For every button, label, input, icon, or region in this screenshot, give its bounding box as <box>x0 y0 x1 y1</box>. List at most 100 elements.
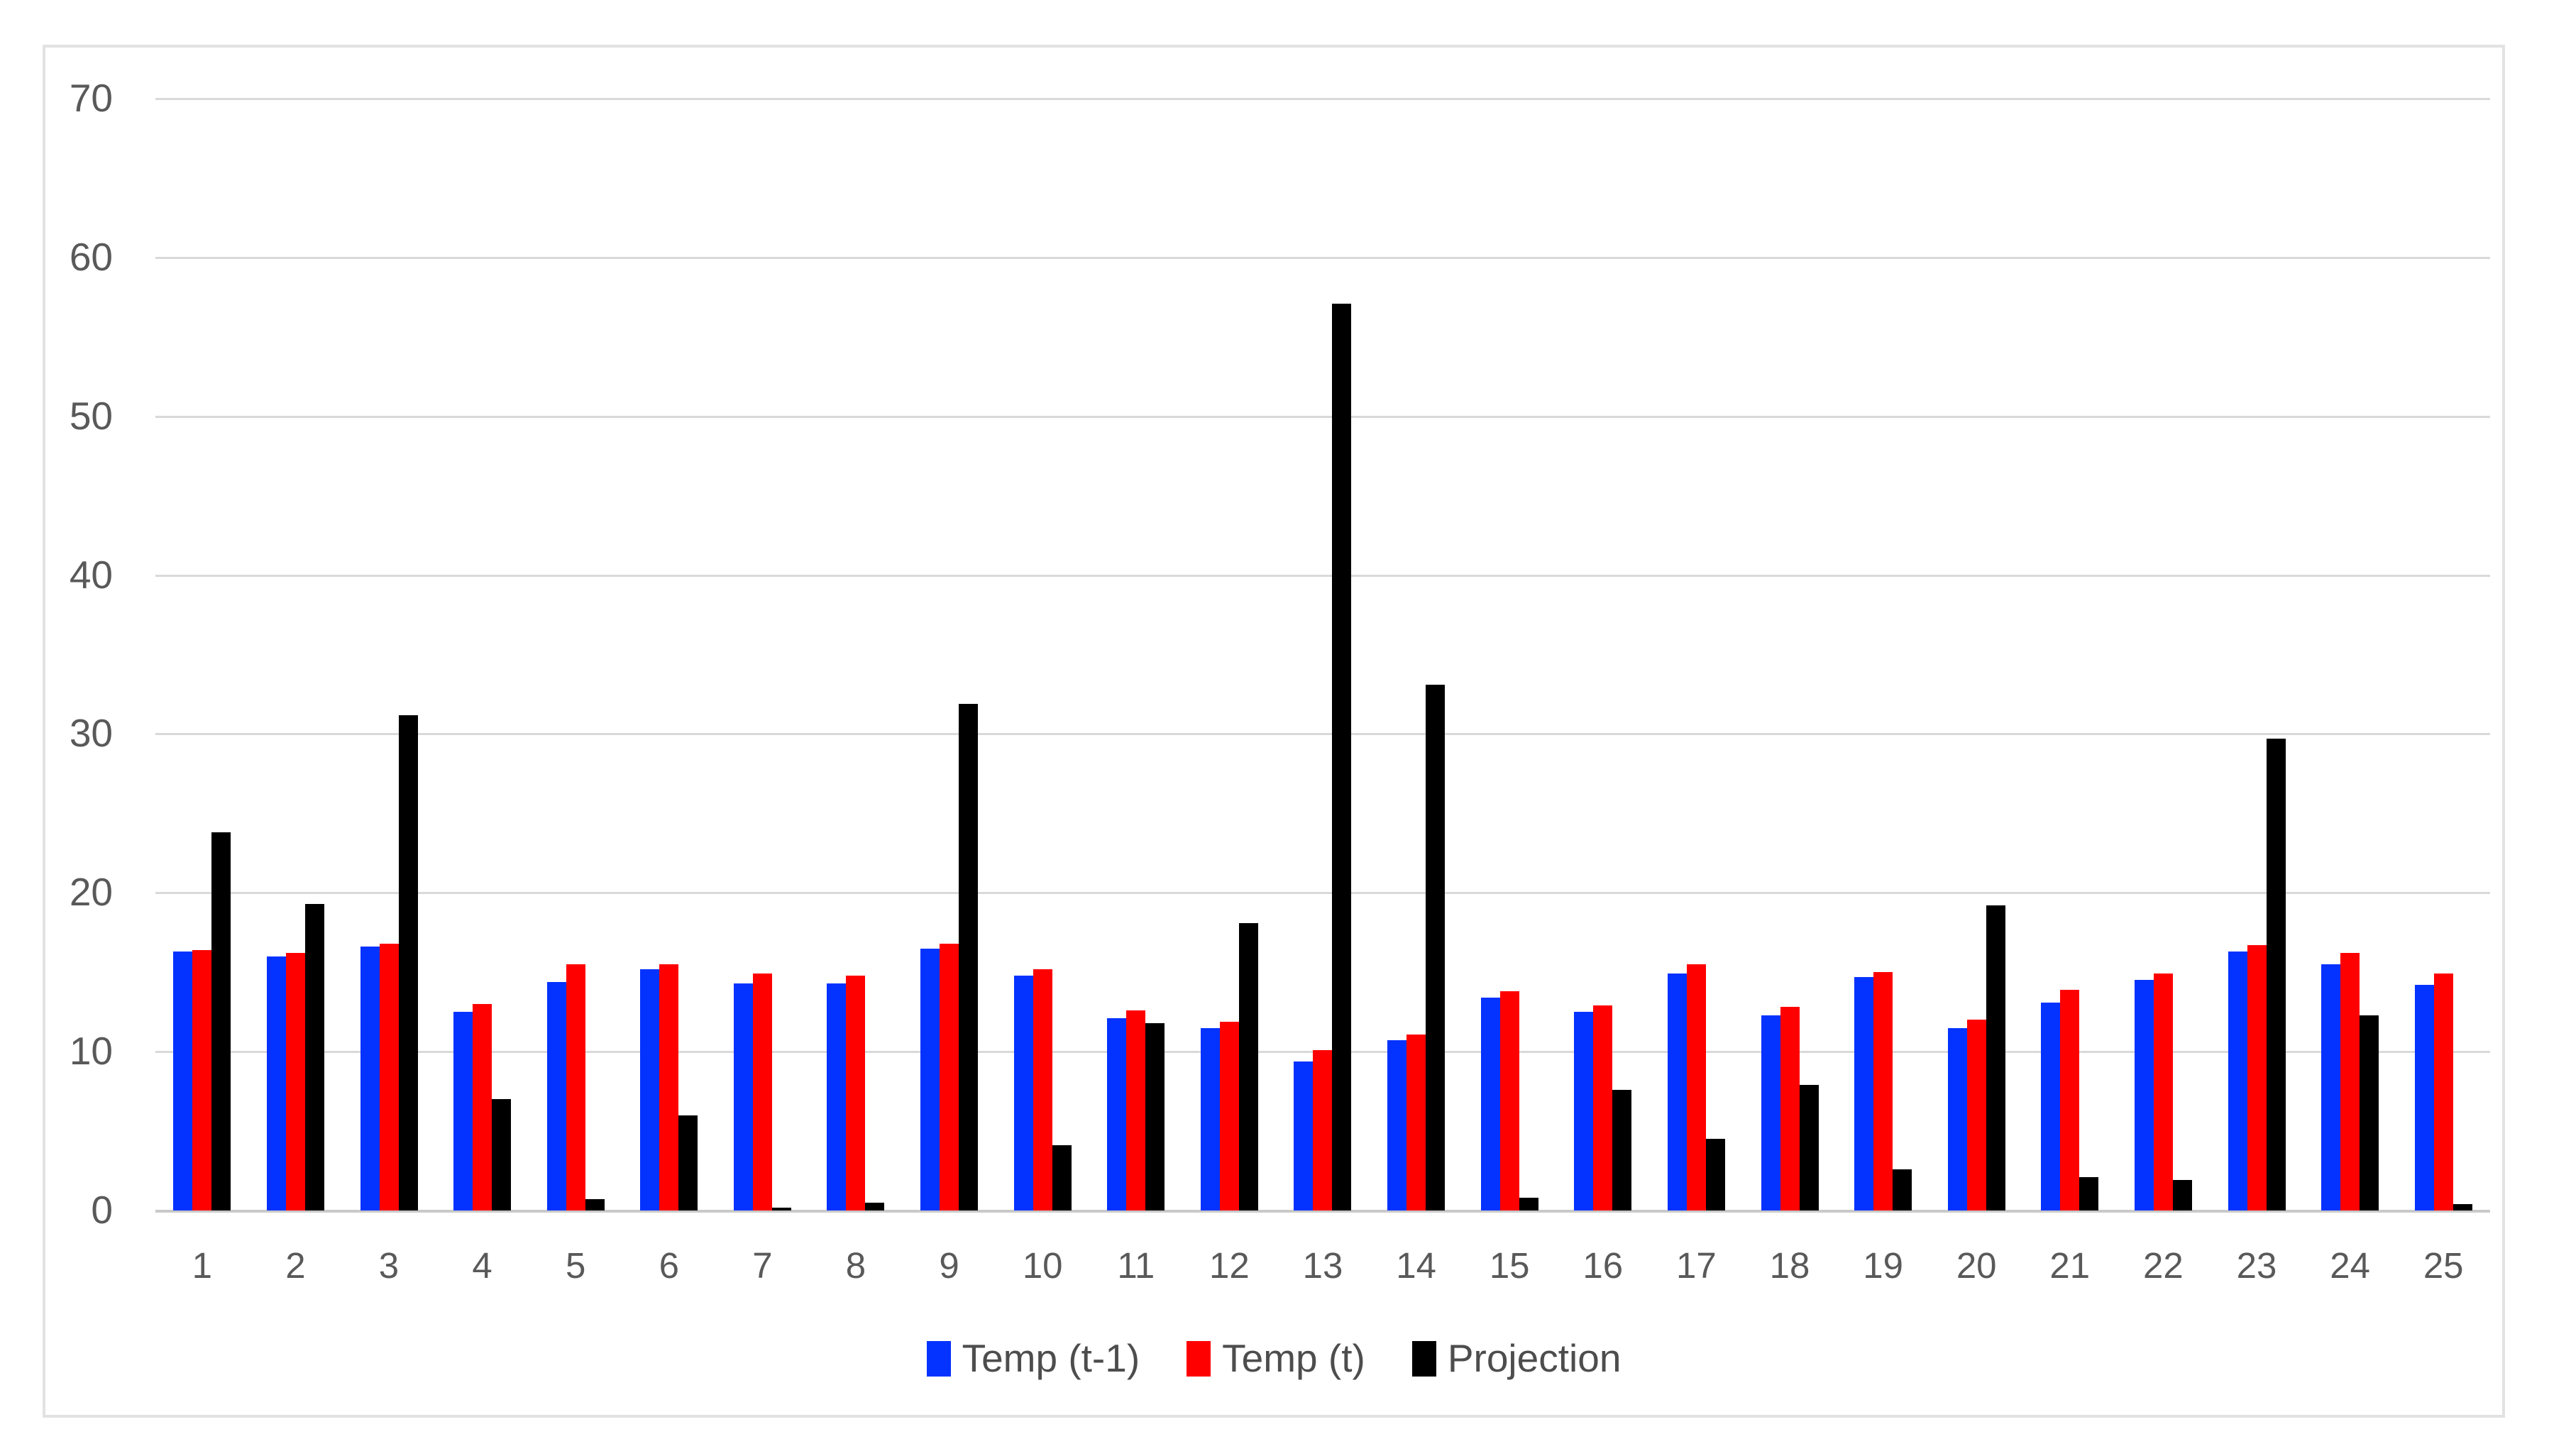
bar-temp-t-1-cat-3 <box>360 947 380 1210</box>
bar-temp-t-1-cat-20 <box>1948 1028 1967 1210</box>
x-axis-tick-label-1: 1 <box>192 1245 212 1286</box>
bar-projection-cat-9 <box>959 704 978 1210</box>
bar-projection-cat-4 <box>492 1099 511 1210</box>
bar-temp-t-1-cat-5 <box>547 982 566 1210</box>
gridline-y-20 <box>155 892 2490 895</box>
bar-temp-t-cat-8 <box>846 976 865 1210</box>
bar-temp-t-1-cat-10 <box>1014 976 1033 1210</box>
x-axis-tick-label-10: 10 <box>1022 1245 1063 1286</box>
legend-swatch-icon <box>1411 1340 1436 1377</box>
bar-projection-cat-18 <box>1800 1085 1819 1210</box>
bar-projection-cat-15 <box>1519 1198 1538 1210</box>
y-axis-tick-label-40: 40 <box>69 552 113 597</box>
bar-projection-cat-24 <box>2360 1015 2379 1210</box>
bar-projection-cat-21 <box>2079 1177 2098 1210</box>
bar-temp-t-cat-25 <box>2434 974 2453 1210</box>
legend-label: Temp (t-1) <box>962 1336 1140 1380</box>
bar-projection-cat-5 <box>585 1199 605 1210</box>
x-axis-tick-label-18: 18 <box>1769 1245 1810 1286</box>
bar-temp-t-cat-17 <box>1687 964 1706 1210</box>
bar-temp-t-cat-6 <box>659 964 678 1210</box>
bar-projection-cat-16 <box>1612 1090 1631 1210</box>
bar-temp-t-1-cat-7 <box>734 983 753 1210</box>
bar-temp-t-cat-7 <box>753 974 772 1210</box>
bar-projection-cat-11 <box>1145 1023 1165 1210</box>
bar-projection-cat-13 <box>1332 304 1351 1210</box>
y-axis-tick-label-50: 50 <box>69 393 113 438</box>
x-axis-tick-label-23: 23 <box>2236 1245 2277 1286</box>
bar-projection-cat-7 <box>772 1208 791 1210</box>
bar-temp-t-cat-15 <box>1500 991 1519 1210</box>
bar-temp-t-cat-19 <box>1873 972 1893 1210</box>
x-axis-tick-label-16: 16 <box>1582 1245 1624 1286</box>
bar-temp-t-1-cat-6 <box>640 969 659 1210</box>
bar-projection-cat-10 <box>1052 1145 1072 1210</box>
bar-temp-t-cat-16 <box>1593 1005 1612 1210</box>
bar-temp-t-1-cat-16 <box>1574 1012 1593 1210</box>
bar-projection-cat-23 <box>2267 739 2286 1210</box>
bar-temp-t-1-cat-21 <box>2041 1003 2060 1210</box>
x-axis-tick-label-21: 21 <box>2049 1245 2091 1286</box>
legend-label: Projection <box>1447 1336 1622 1380</box>
bar-temp-t-cat-13 <box>1313 1050 1332 1210</box>
bar-temp-t-1-cat-24 <box>2321 964 2340 1210</box>
x-axis-tick-label-7: 7 <box>752 1245 773 1286</box>
y-axis-tick-label-70: 70 <box>69 76 113 120</box>
legend-item-projection: Projection <box>1411 1336 1622 1380</box>
bar-temp-t-cat-1 <box>192 950 211 1210</box>
bar-projection-cat-22 <box>2173 1180 2192 1210</box>
legend-item-temp-t: Temp (t) <box>1187 1339 1365 1378</box>
gridline-y-50 <box>155 415 2490 418</box>
x-axis-tick-label-5: 5 <box>566 1245 586 1286</box>
bar-temp-t-cat-21 <box>2060 990 2079 1210</box>
bar-temp-t-1-cat-14 <box>1387 1040 1406 1210</box>
gridline-y-60 <box>155 256 2490 259</box>
x-axis-tick-label-6: 6 <box>659 1245 679 1286</box>
x-axis-tick-label-9: 9 <box>939 1245 959 1286</box>
gridline-y-30 <box>155 733 2490 736</box>
y-axis-tick-label-30: 30 <box>69 711 113 756</box>
y-axis-tick-label-60: 60 <box>69 234 113 279</box>
bar-projection-cat-19 <box>1893 1169 1912 1210</box>
bar-chart-plot-area: 0 10 20 30 40 50 60 70 1 2 3 4 5 6 7 8 9 10 11 12 13 14 15 16 17… <box>45 48 2502 1415</box>
bar-temp-t-cat-23 <box>2247 945 2267 1210</box>
bar-temp-t-1-cat-11 <box>1107 1018 1126 1210</box>
bar-temp-t-cat-18 <box>1780 1007 1800 1210</box>
legend-swatch-icon <box>1187 1340 1211 1377</box>
bar-temp-t-1-cat-15 <box>1481 998 1500 1210</box>
x-axis-tick-label-13: 13 <box>1302 1245 1343 1286</box>
legend-swatch-icon <box>926 1340 951 1377</box>
x-axis-tick-label-25: 25 <box>2423 1245 2464 1286</box>
bar-temp-t-cat-24 <box>2340 953 2360 1210</box>
x-axis-tick-label-8: 8 <box>845 1245 866 1286</box>
bar-temp-t-1-cat-2 <box>267 956 286 1210</box>
bar-temp-t-cat-22 <box>2154 974 2173 1210</box>
chart-legend: Temp (t-1) Temp (t) Projection <box>45 1339 2502 1378</box>
y-axis-tick-label-10: 10 <box>69 1029 113 1074</box>
bar-temp-t-1-cat-9 <box>920 949 940 1210</box>
bar-temp-t-1-cat-25 <box>2415 985 2434 1210</box>
bar-projection-cat-12 <box>1239 923 1258 1210</box>
bar-temp-t-1-cat-13 <box>1294 1061 1313 1210</box>
gridline-y-0 <box>155 1210 2490 1213</box>
bar-projection-cat-2 <box>305 904 324 1210</box>
bar-projection-cat-3 <box>399 715 418 1210</box>
bar-temp-t-1-cat-18 <box>1761 1015 1780 1210</box>
bar-temp-t-cat-2 <box>286 953 305 1210</box>
x-axis-tick-label-15: 15 <box>1489 1245 1530 1286</box>
bar-temp-t-1-cat-12 <box>1201 1028 1220 1210</box>
bar-temp-t-1-cat-8 <box>827 983 846 1210</box>
y-axis-tick-label-20: 20 <box>69 870 113 915</box>
bar-temp-t-1-cat-17 <box>1668 974 1687 1210</box>
bar-temp-t-cat-10 <box>1033 969 1052 1210</box>
x-axis-tick-label-17: 17 <box>1676 1245 1717 1286</box>
x-axis-tick-label-22: 22 <box>2143 1245 2184 1286</box>
bar-temp-t-cat-3 <box>380 944 399 1210</box>
bar-projection-cat-25 <box>2453 1204 2472 1210</box>
bar-projection-cat-1 <box>211 832 231 1210</box>
bar-projection-cat-17 <box>1706 1139 1725 1210</box>
bar-temp-t-cat-5 <box>566 964 585 1210</box>
bar-temp-t-1-cat-4 <box>453 1012 473 1210</box>
y-axis-tick-label-0: 0 <box>91 1188 113 1232</box>
